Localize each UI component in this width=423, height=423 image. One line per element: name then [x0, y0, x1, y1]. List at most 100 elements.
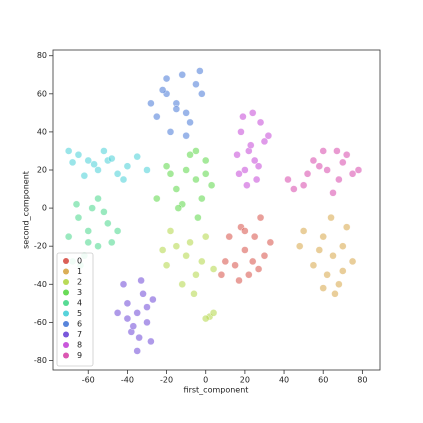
point	[182, 252, 190, 260]
point	[143, 318, 151, 327]
point	[94, 166, 102, 174]
point	[207, 181, 216, 189]
point	[139, 290, 147, 298]
point	[250, 232, 259, 241]
point	[162, 162, 171, 170]
legend-label: 7	[77, 330, 82, 339]
point	[299, 227, 308, 235]
point	[74, 213, 83, 222]
point	[172, 105, 181, 113]
point	[149, 295, 157, 304]
point	[113, 170, 122, 178]
point	[249, 109, 257, 117]
point	[72, 200, 81, 208]
point	[147, 337, 155, 346]
point	[143, 303, 151, 311]
point	[64, 232, 73, 241]
point	[133, 152, 141, 161]
point	[319, 147, 327, 155]
point	[339, 158, 347, 167]
point	[239, 112, 247, 121]
point	[303, 170, 312, 178]
y-tick-label: 60	[37, 89, 47, 98]
point	[119, 175, 128, 184]
y-axis-label: second_component	[22, 171, 31, 249]
point	[254, 162, 263, 170]
point	[192, 175, 200, 184]
point	[94, 242, 102, 250]
legend-label: 1	[77, 267, 82, 276]
point	[319, 284, 327, 292]
point	[256, 118, 265, 127]
point	[178, 280, 186, 288]
point	[323, 271, 331, 279]
y-tick-label: 40	[37, 127, 47, 136]
point	[88, 204, 96, 212]
point	[335, 175, 343, 184]
point	[333, 147, 341, 155]
point	[113, 227, 122, 235]
point	[237, 128, 245, 136]
point	[202, 170, 210, 178]
point	[186, 151, 194, 159]
legend-marker	[63, 342, 69, 348]
legend-label: 0	[77, 257, 82, 266]
x-tick-label: -20	[160, 376, 173, 385]
point	[331, 290, 339, 298]
point	[249, 257, 257, 266]
point	[202, 232, 210, 241]
point	[135, 333, 143, 342]
point	[129, 322, 137, 330]
point	[137, 276, 145, 285]
point	[284, 175, 292, 184]
legend-label: 8	[77, 341, 82, 350]
point	[266, 238, 275, 247]
point	[260, 252, 269, 260]
point	[186, 118, 194, 127]
point	[315, 246, 323, 254]
point	[104, 219, 112, 228]
point	[172, 185, 181, 193]
y-tick-label: -20	[34, 242, 47, 251]
point	[80, 172, 89, 180]
point	[209, 309, 218, 317]
point	[309, 261, 318, 269]
point	[339, 267, 347, 275]
point	[198, 194, 206, 203]
legend-marker	[63, 289, 69, 296]
legend-marker	[63, 352, 69, 359]
x-tick-label: 20	[240, 376, 250, 385]
point	[309, 156, 318, 165]
point	[209, 265, 218, 273]
point	[194, 213, 202, 222]
point	[198, 257, 206, 266]
point	[231, 261, 239, 269]
point	[327, 213, 335, 222]
point	[68, 158, 77, 167]
point	[290, 185, 298, 193]
point	[299, 181, 308, 189]
x-tick-label: -60	[82, 376, 95, 385]
point	[315, 162, 323, 170]
point	[323, 166, 331, 174]
plot-frame	[52, 49, 381, 371]
point	[123, 299, 132, 308]
y-tick-label: 80	[37, 51, 47, 60]
point	[186, 238, 194, 247]
point	[182, 109, 190, 117]
point	[133, 309, 141, 317]
point	[133, 347, 141, 355]
x-tick-label: 80	[357, 376, 367, 385]
legend-marker	[63, 268, 69, 275]
point	[123, 314, 132, 323]
x-tick-label: -40	[121, 376, 134, 385]
point	[153, 194, 161, 203]
point	[158, 86, 167, 94]
point	[108, 238, 116, 247]
point	[241, 246, 249, 254]
point	[108, 154, 116, 163]
point	[90, 160, 98, 168]
point	[143, 166, 151, 174]
point	[233, 151, 241, 159]
